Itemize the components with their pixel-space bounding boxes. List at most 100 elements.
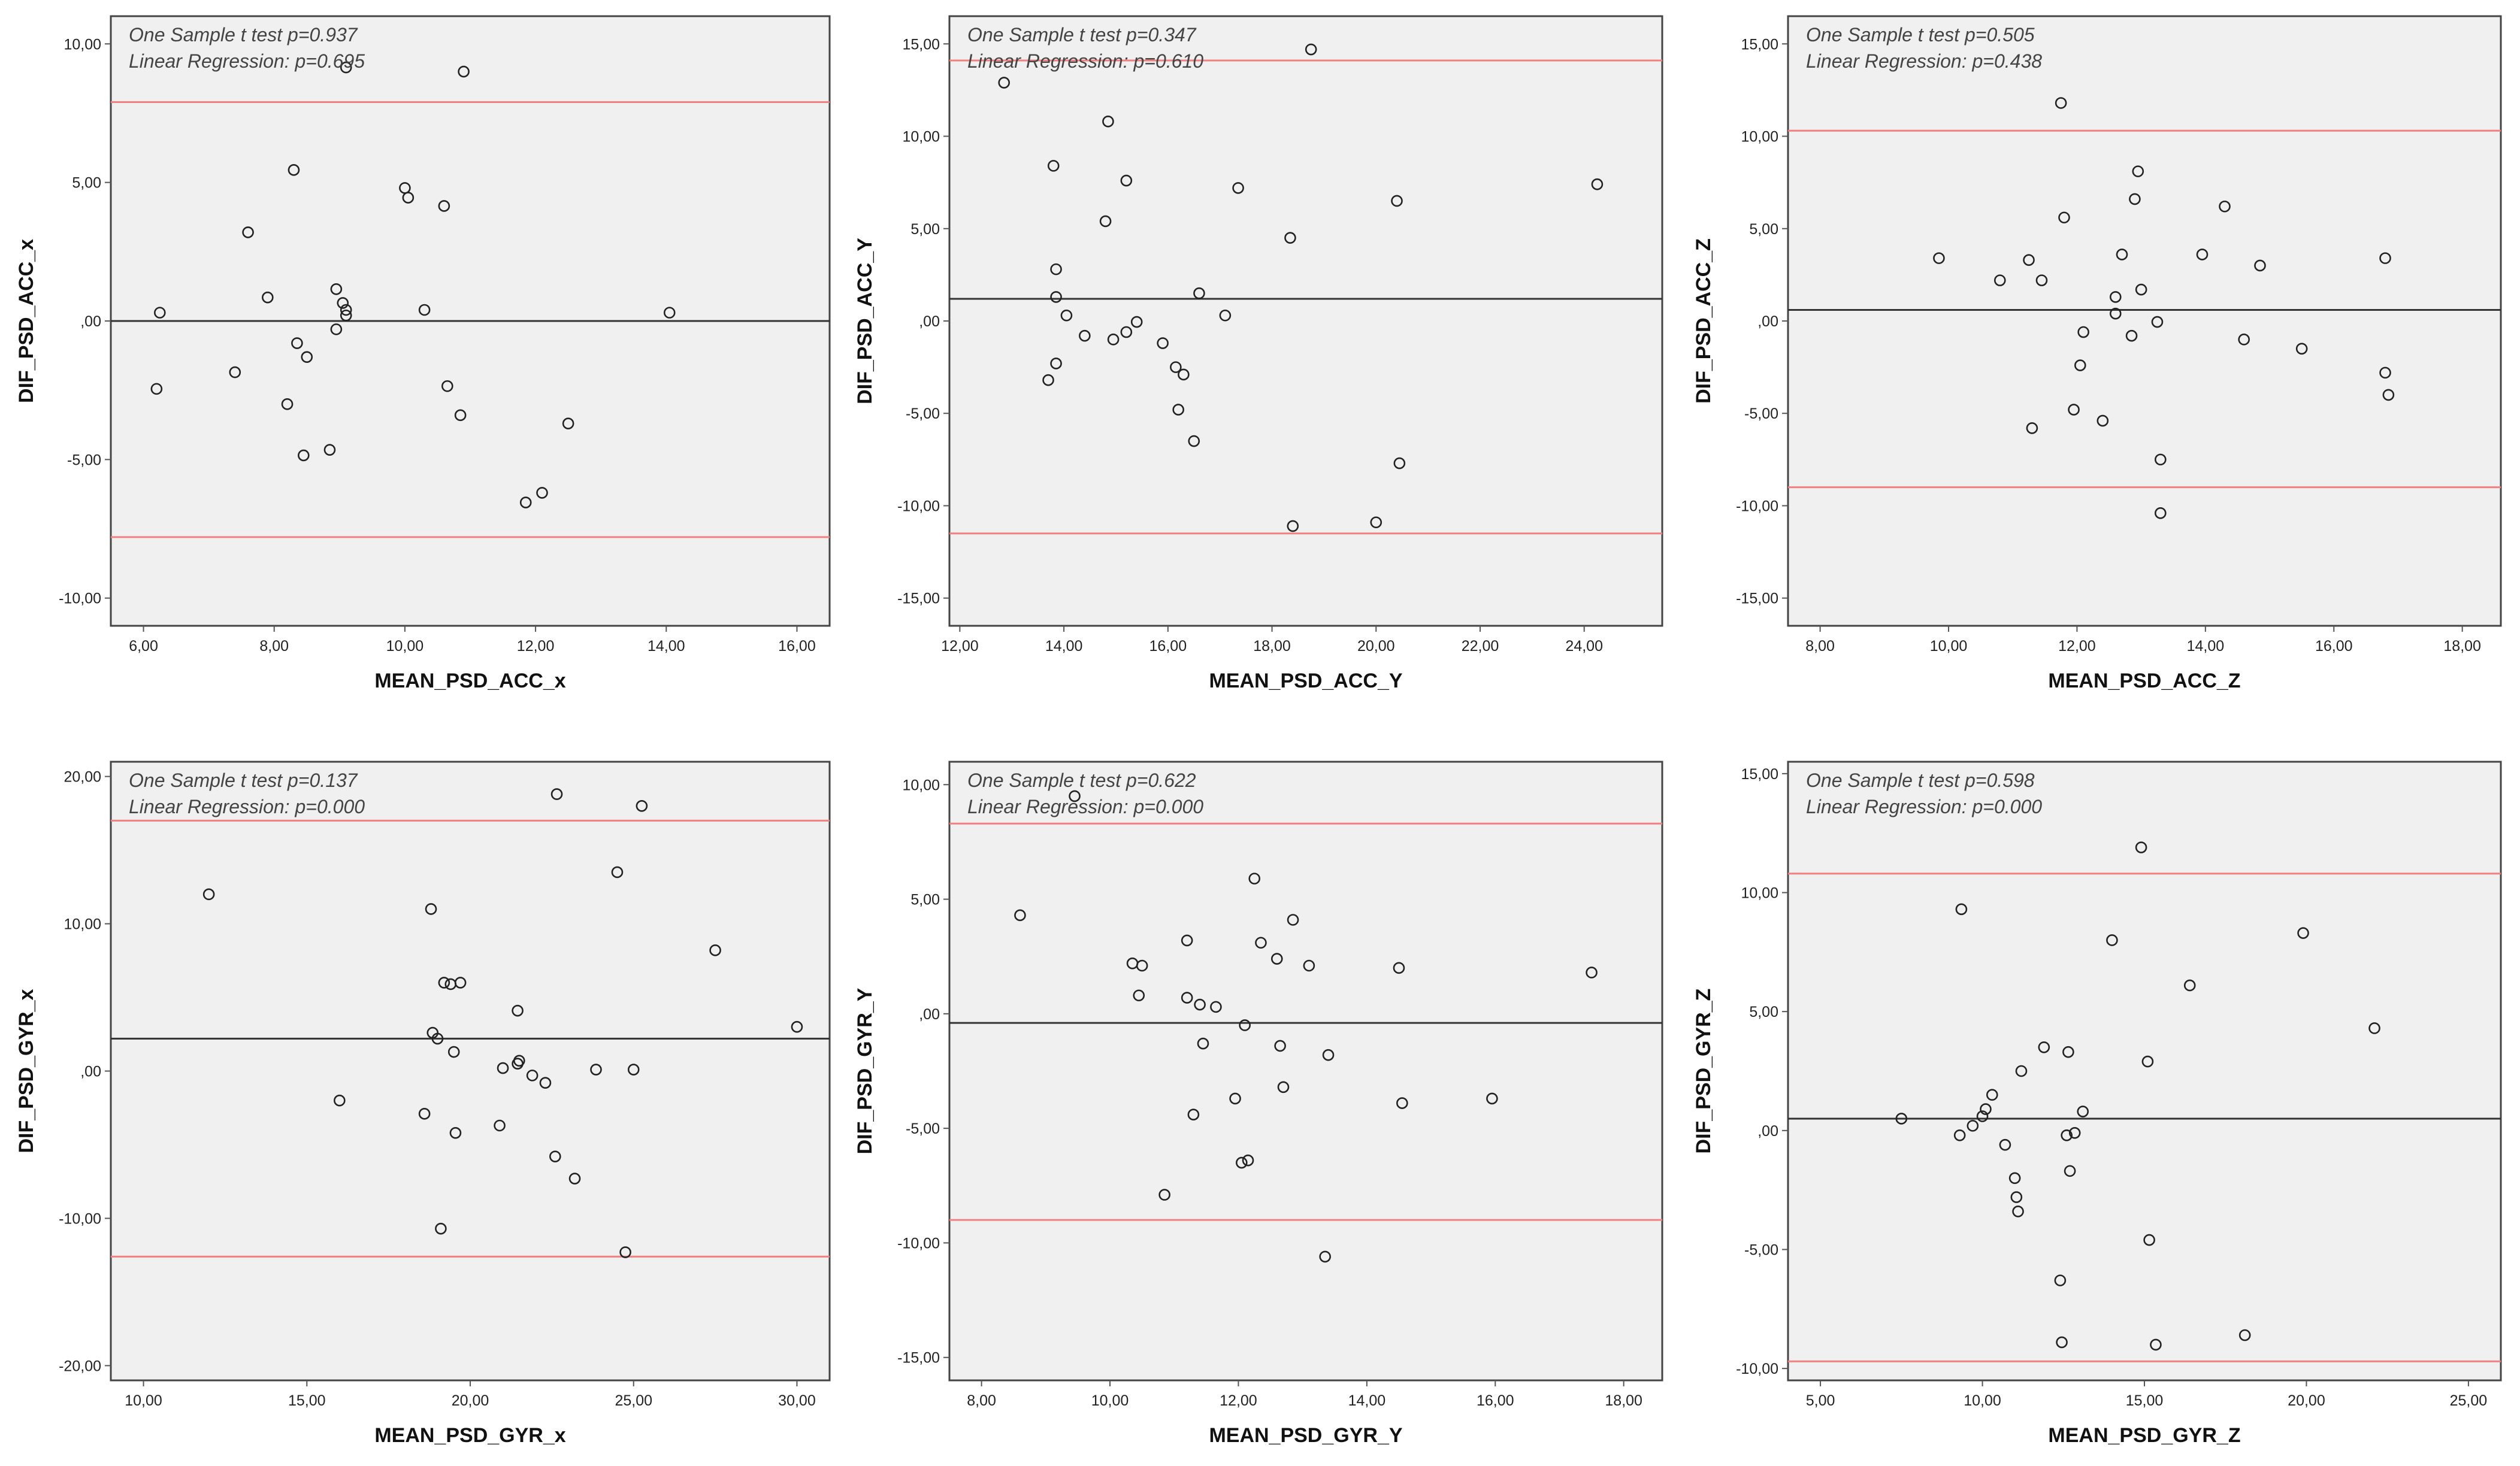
y-tick-label: -10,00 [1736,1361,1778,1377]
t-test-annotation: One Sample t test p=0.347 [967,24,1197,46]
data-point [2077,326,2089,338]
data-point [2058,211,2070,224]
data-point [2077,1105,2089,1117]
data-point [2064,1165,2076,1177]
data-point [636,799,648,812]
data-point [334,1094,346,1107]
data-point [202,888,215,901]
y-axis-title: DIF_PSD_ACC_x [15,239,38,403]
data-point [1102,116,1114,128]
data-point [1305,43,1317,56]
x-tick-label: 16,00 [2315,638,2353,655]
data-point [2068,404,2080,416]
data-point [1895,1113,1908,1125]
t-test-annotation: One Sample t test p=0.598 [1806,770,2035,791]
data-point [2055,97,2067,109]
data-point [1014,909,1026,922]
data-point [1079,329,1091,342]
data-point [458,65,470,78]
y-tick-label: -10,00 [59,1210,101,1227]
data-point [1586,967,1598,979]
data-point [454,409,467,422]
data-point [1188,435,1200,447]
panel-gyr-y: One Sample t test p=0.622 Linear Regress… [854,761,1663,1447]
x-tick-label: 18,00 [1605,1392,1642,1409]
data-point [2238,1329,2251,1341]
data-point [619,1246,631,1258]
data-point [154,307,166,319]
data-point [2061,1129,2073,1141]
y-tick-label: 15,00 [1741,766,1778,783]
plot-area [948,761,1663,1382]
data-point [1181,992,1193,1004]
data-point [1197,1037,1209,1050]
x-axis-title: MEAN_PSD_GYR_Z [2048,1424,2240,1447]
data-point [627,1064,640,1076]
x-tick-label: 8,00 [1805,638,1835,655]
data-point [1976,1110,1989,1122]
x-tick-label: 15,00 [288,1392,326,1409]
data-point [2382,389,2395,401]
y-tick-label: 10,00 [63,916,101,933]
x-tick-label: 16,00 [1477,1392,1514,1409]
panel-acc-x: One Sample t test p=0.937 Linear Regress… [15,15,831,692]
y-tick-label: -10,00 [897,1235,940,1252]
data-point [1194,998,1206,1011]
y-tick-label: -20,00 [59,1358,101,1374]
y-tick-label: ,00 [80,1064,101,1080]
data-point [291,337,303,349]
data-point [2150,1338,2162,1351]
data-point [998,77,1011,89]
data-point [2038,1041,2050,1053]
data-point [298,449,310,462]
regression-annotation: Linear Regression: p=0.000 [129,796,365,817]
data-point [1170,361,1182,373]
data-point [1229,1092,1241,1105]
data-point [2379,366,2391,379]
y-tick-label: 5,00 [1749,1004,1778,1020]
data-point [1955,903,1968,916]
x-tick-label: 5,00 [1806,1392,1835,1409]
y-tick-label: -5,00 [67,452,101,468]
data-point [1050,358,1062,369]
y-axis-title: DIF_PSD_ACC_Z [1692,238,1715,404]
y-tick-label: 10,00 [902,777,940,793]
panel-acc-y: One Sample t test p=0.347 Linear Regress… [854,15,1663,692]
t-test-annotation: One Sample t test p=0.137 [129,770,358,791]
data-point [1303,959,1315,972]
data-point [2141,1055,2154,1068]
data-point [1158,1189,1170,1201]
y-tick-label: -10,00 [1736,498,1778,514]
data-point [1248,873,1261,885]
data-point [438,977,450,989]
data-point [1986,1089,1998,1101]
data-point [229,366,241,378]
y-tick-label: 5,00 [910,892,940,908]
data-point [2219,200,2231,213]
data-point [1133,989,1145,1002]
x-axis-title: MEAN_PSD_ACC_x [374,670,565,692]
data-point [1391,195,1403,207]
x-tick-label: 25,00 [615,1392,652,1409]
y-tick-label: ,00 [80,313,101,330]
data-point [2297,927,2309,939]
data-point [709,944,721,956]
y-tick-label: ,00 [919,1006,940,1023]
data-point [590,1064,602,1076]
data-point [1181,934,1193,947]
y-axis-title: DIF_PSD_GYR_x [15,989,38,1153]
data-point [2379,252,2391,264]
scatter-marks [949,43,1662,535]
x-tick-label: 10,00 [1930,638,1968,655]
data-point [2196,249,2209,261]
data-point [1980,1103,1992,1115]
data-point [2026,422,2038,434]
y-axis-title: DIF_PSD_ACC_Y [854,238,876,404]
data-point [2135,283,2147,296]
data-point [2295,343,2308,355]
y-tick-label: -5,00 [1744,405,1778,422]
y-tick-label: -5,00 [906,1120,940,1137]
y-tick-label: 10,00 [902,129,940,146]
y-tick-label: 5,00 [1749,221,1778,238]
